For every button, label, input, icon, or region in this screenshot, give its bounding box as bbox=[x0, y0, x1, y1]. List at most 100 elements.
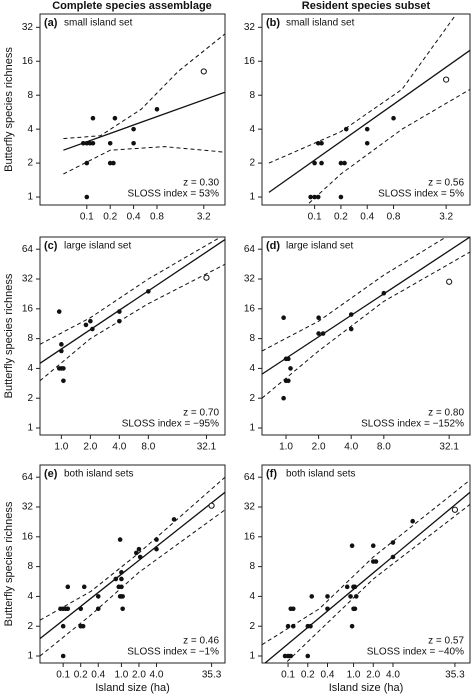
y-tick-label: 32 bbox=[244, 502, 256, 513]
y-tick-label: 8 bbox=[27, 90, 33, 101]
point bbox=[120, 606, 125, 612]
point bbox=[117, 537, 123, 542]
point bbox=[112, 115, 118, 121]
fit-line bbox=[40, 491, 225, 640]
point bbox=[338, 160, 344, 166]
point bbox=[59, 348, 64, 354]
y-tick-label: 1 bbox=[249, 651, 255, 662]
plot-frame bbox=[261, 464, 471, 664]
ci-upper bbox=[63, 33, 225, 140]
y-tick-label: 8 bbox=[249, 90, 255, 101]
point bbox=[80, 140, 86, 146]
point bbox=[288, 366, 293, 371]
point bbox=[84, 194, 90, 200]
plot-frame bbox=[39, 464, 226, 664]
point bbox=[390, 554, 396, 560]
y-tick-label: 4 bbox=[27, 591, 33, 602]
point bbox=[90, 140, 96, 146]
point bbox=[84, 160, 90, 166]
x-tick-label: 0.2 bbox=[301, 670, 315, 681]
point bbox=[120, 594, 125, 599]
x-axis-label: Island size (ha) bbox=[95, 682, 170, 694]
x-tick-label: 4.0 bbox=[112, 442, 126, 453]
panel-subtitle: small island set bbox=[286, 18, 355, 29]
y-tick-label: 1 bbox=[249, 423, 255, 434]
open-point bbox=[446, 278, 453, 285]
fit-line bbox=[40, 239, 225, 364]
annotation: SLOSS index = −95% bbox=[122, 419, 219, 430]
plot-frame bbox=[261, 13, 471, 206]
y-tick-label: 1 bbox=[27, 192, 33, 203]
point bbox=[136, 546, 142, 552]
ci-lower bbox=[40, 509, 225, 657]
panel-label: (e) bbox=[44, 468, 58, 480]
point bbox=[119, 584, 124, 590]
point bbox=[81, 584, 87, 590]
panel-subtitle: both island sets bbox=[286, 469, 356, 480]
point bbox=[352, 606, 358, 612]
point bbox=[315, 194, 321, 200]
y-tick-label: 64 bbox=[244, 244, 256, 255]
y-tick-label: 32 bbox=[22, 274, 34, 285]
x-tick-label: 8.0 bbox=[377, 442, 391, 453]
point bbox=[131, 126, 136, 132]
y-tick-label: 4 bbox=[27, 363, 33, 374]
panel-subtitle: small island set bbox=[64, 18, 133, 29]
y-axis-label: Butterfly species richness bbox=[3, 501, 15, 626]
point bbox=[349, 623, 355, 629]
point bbox=[146, 289, 151, 294]
y-tick-label: 2 bbox=[249, 621, 255, 632]
y-tick-label: 8 bbox=[249, 333, 255, 344]
panel-label: (d) bbox=[266, 240, 280, 252]
x-tick-label: 8.0 bbox=[141, 442, 155, 453]
point bbox=[325, 606, 330, 612]
point bbox=[319, 160, 324, 166]
point bbox=[348, 594, 353, 599]
ci-lower bbox=[306, 88, 470, 205]
x-tick-label: 32.1 bbox=[197, 442, 217, 453]
point bbox=[154, 537, 159, 542]
ci-upper bbox=[268, 16, 456, 164]
point bbox=[391, 115, 396, 121]
point bbox=[370, 543, 376, 549]
ci-upper bbox=[40, 476, 225, 621]
point bbox=[65, 606, 71, 612]
panel-subtitle: large island set bbox=[286, 241, 353, 252]
point bbox=[364, 126, 370, 132]
panel-label: (c) bbox=[44, 240, 58, 252]
ci-lower bbox=[63, 146, 225, 175]
annotation: z = 0.80 bbox=[428, 408, 464, 419]
plot-frame bbox=[261, 236, 471, 436]
point bbox=[316, 331, 321, 336]
open-point bbox=[443, 76, 450, 83]
annotation: SLOSS index = 5% bbox=[378, 189, 464, 200]
y-tick-label: 8 bbox=[249, 561, 255, 572]
point bbox=[351, 584, 356, 590]
x-tick-label: 0.1 bbox=[308, 212, 322, 223]
open-point bbox=[200, 68, 207, 75]
x-tick-label: 4.0 bbox=[344, 442, 358, 453]
point bbox=[117, 309, 122, 314]
point bbox=[288, 653, 294, 659]
y-tick-label: 32 bbox=[22, 22, 34, 33]
point bbox=[305, 653, 311, 659]
x-tick-label: 0.4 bbox=[321, 670, 335, 681]
point bbox=[61, 366, 66, 371]
point bbox=[133, 550, 139, 556]
point bbox=[88, 318, 93, 324]
x-tick-label: 35.3 bbox=[202, 670, 222, 681]
ci-lower bbox=[262, 251, 470, 399]
x-tick-label: 0.4 bbox=[360, 212, 374, 223]
x-tick-label: 3.2 bbox=[197, 212, 211, 223]
panel-label: (f) bbox=[266, 468, 277, 480]
point bbox=[154, 546, 159, 552]
point bbox=[290, 623, 296, 629]
plot-frame bbox=[39, 236, 226, 436]
ci-upper bbox=[262, 237, 447, 352]
point bbox=[84, 140, 90, 146]
y-axis-label: Butterfly species richness bbox=[3, 47, 15, 172]
point bbox=[107, 140, 113, 146]
y-tick-label: 2 bbox=[27, 393, 33, 404]
point bbox=[349, 543, 355, 549]
